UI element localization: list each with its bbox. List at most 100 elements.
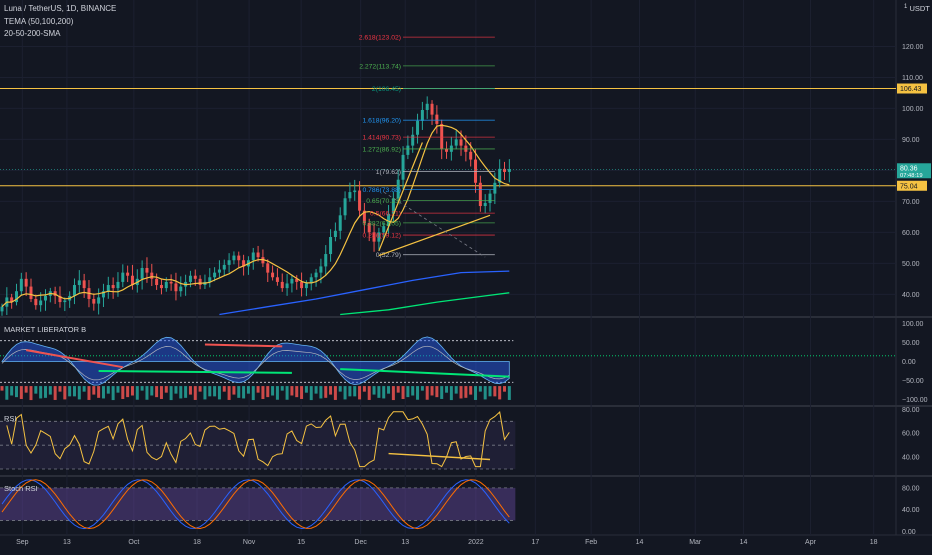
candle-41: [198, 278, 202, 286]
time-tick-10: Feb: [585, 539, 597, 546]
time-tick-14: Apr: [805, 539, 817, 546]
time-tick-11: 14: [636, 539, 644, 546]
candle-36: [174, 283, 178, 292]
time-tick-7: 13: [401, 539, 409, 546]
osc-bar-26: [126, 386, 130, 398]
candle-84: [406, 145, 410, 155]
stoch-rsi-label[interactable]: Stoch RSI: [4, 484, 38, 493]
candle-13: [63, 300, 67, 303]
osc-bar-30: [145, 386, 149, 400]
price-tick-5: 90.00: [902, 137, 920, 144]
candle-88: [425, 103, 429, 110]
candle-83: [401, 154, 405, 180]
symbol-title: Luna / TetherUS, 1D, BINANCE: [4, 4, 117, 13]
osc-bar-42: [203, 386, 207, 400]
osc-bar-77: [372, 386, 376, 395]
candle-8: [39, 300, 43, 306]
osc-bar-58: [280, 386, 284, 391]
candle-80: [387, 213, 391, 227]
candle-53: [256, 252, 260, 258]
candle-70: [338, 215, 342, 231]
rsi-tick-1: 60.00: [902, 431, 920, 438]
osc-bar-74: [358, 386, 362, 400]
market-liberator-label[interactable]: MARKET LIBERATOR B: [4, 325, 87, 334]
osc-bar-75: [362, 386, 366, 392]
candle-77: [372, 232, 376, 242]
osc-bar-103: [498, 386, 502, 400]
candle-73: [353, 190, 357, 193]
osc-bar-32: [155, 386, 159, 398]
currency-badge: 1: [904, 4, 908, 10]
osc-bar-36: [174, 386, 178, 394]
currency-label[interactable]: 1 USDT: [904, 4, 930, 13]
candle-81: [391, 198, 395, 214]
osc-bar-52: [251, 386, 255, 401]
osc-bar-64: [309, 386, 313, 401]
osc-bar-40: [193, 386, 197, 400]
candle-30: [145, 267, 149, 273]
osc-bar-7: [34, 386, 38, 394]
osc-bar-84: [406, 386, 410, 398]
time-tick-13: 14: [740, 539, 748, 546]
osc-bar-68: [329, 386, 333, 395]
candle-64: [309, 277, 313, 284]
price-tick-7: 110.00: [902, 75, 923, 82]
candle-39: [188, 275, 192, 282]
osc-bar-17: [82, 386, 86, 392]
stoch-tick-0: 80.00: [902, 485, 920, 492]
candle-22: [106, 285, 110, 292]
osc-bar-2: [10, 386, 14, 396]
osc-bar-102: [493, 386, 497, 397]
osc-bar-88: [425, 386, 429, 400]
rsi-label[interactable]: RSI: [4, 414, 17, 423]
candle-0: [0, 306, 4, 312]
osc-bar-13: [63, 386, 67, 400]
candle-20: [97, 297, 101, 304]
candle-54: [261, 257, 265, 264]
osc-bar-91: [440, 386, 444, 399]
fib-label-12: 0(52.79): [376, 252, 401, 259]
osc-divergence-red: [25, 349, 123, 369]
candle-58: [280, 281, 284, 289]
candle-90: [435, 114, 439, 124]
candle-55: [266, 263, 270, 273]
osc-bar-1: [5, 386, 9, 400]
osc-bar-100: [483, 386, 487, 400]
candle-5: [24, 278, 28, 287]
candle-29: [140, 267, 144, 279]
osc-bar-56: [271, 386, 275, 396]
fib-label-2: 2(106.45): [372, 86, 401, 93]
stoch-band-fill: [0, 487, 516, 521]
osc-bar-23: [111, 386, 115, 401]
candle-66: [319, 266, 323, 273]
candle-103: [498, 168, 502, 183]
osc-bar-25: [121, 386, 125, 399]
candle-67: [324, 254, 328, 267]
time-tick-2: Oct: [128, 539, 139, 546]
price-tick-6: 100.00: [902, 106, 924, 113]
osc-bar-65: [314, 386, 318, 394]
candle-24: [116, 281, 120, 289]
osc-bar-57: [275, 386, 279, 400]
osc-bar-62: [300, 386, 304, 399]
candle-56: [271, 272, 275, 278]
osc-divergence-red-2: [204, 343, 283, 348]
osc-bar-70: [338, 386, 342, 392]
candle-69: [333, 230, 337, 237]
candle-32: [155, 278, 159, 286]
time-tick-3: 18: [193, 539, 201, 546]
osc-bar-55: [266, 386, 270, 398]
osc-bar-48: [232, 386, 236, 395]
osc-bar-37: [179, 386, 183, 399]
candle-75: [362, 210, 366, 224]
osc-tick-3: −50.00: [902, 378, 924, 385]
candle-89: [430, 103, 434, 115]
osc-bar-15: [72, 386, 76, 397]
indicator-tema-label[interactable]: TEMA (50,100,200): [4, 17, 74, 26]
time-tick-4: Nov: [243, 539, 256, 546]
time-tick-0: Sep: [16, 539, 29, 546]
osc-bar-0: [0, 386, 4, 391]
indicator-sma-label[interactable]: 20-50-200-SMA: [4, 29, 61, 38]
